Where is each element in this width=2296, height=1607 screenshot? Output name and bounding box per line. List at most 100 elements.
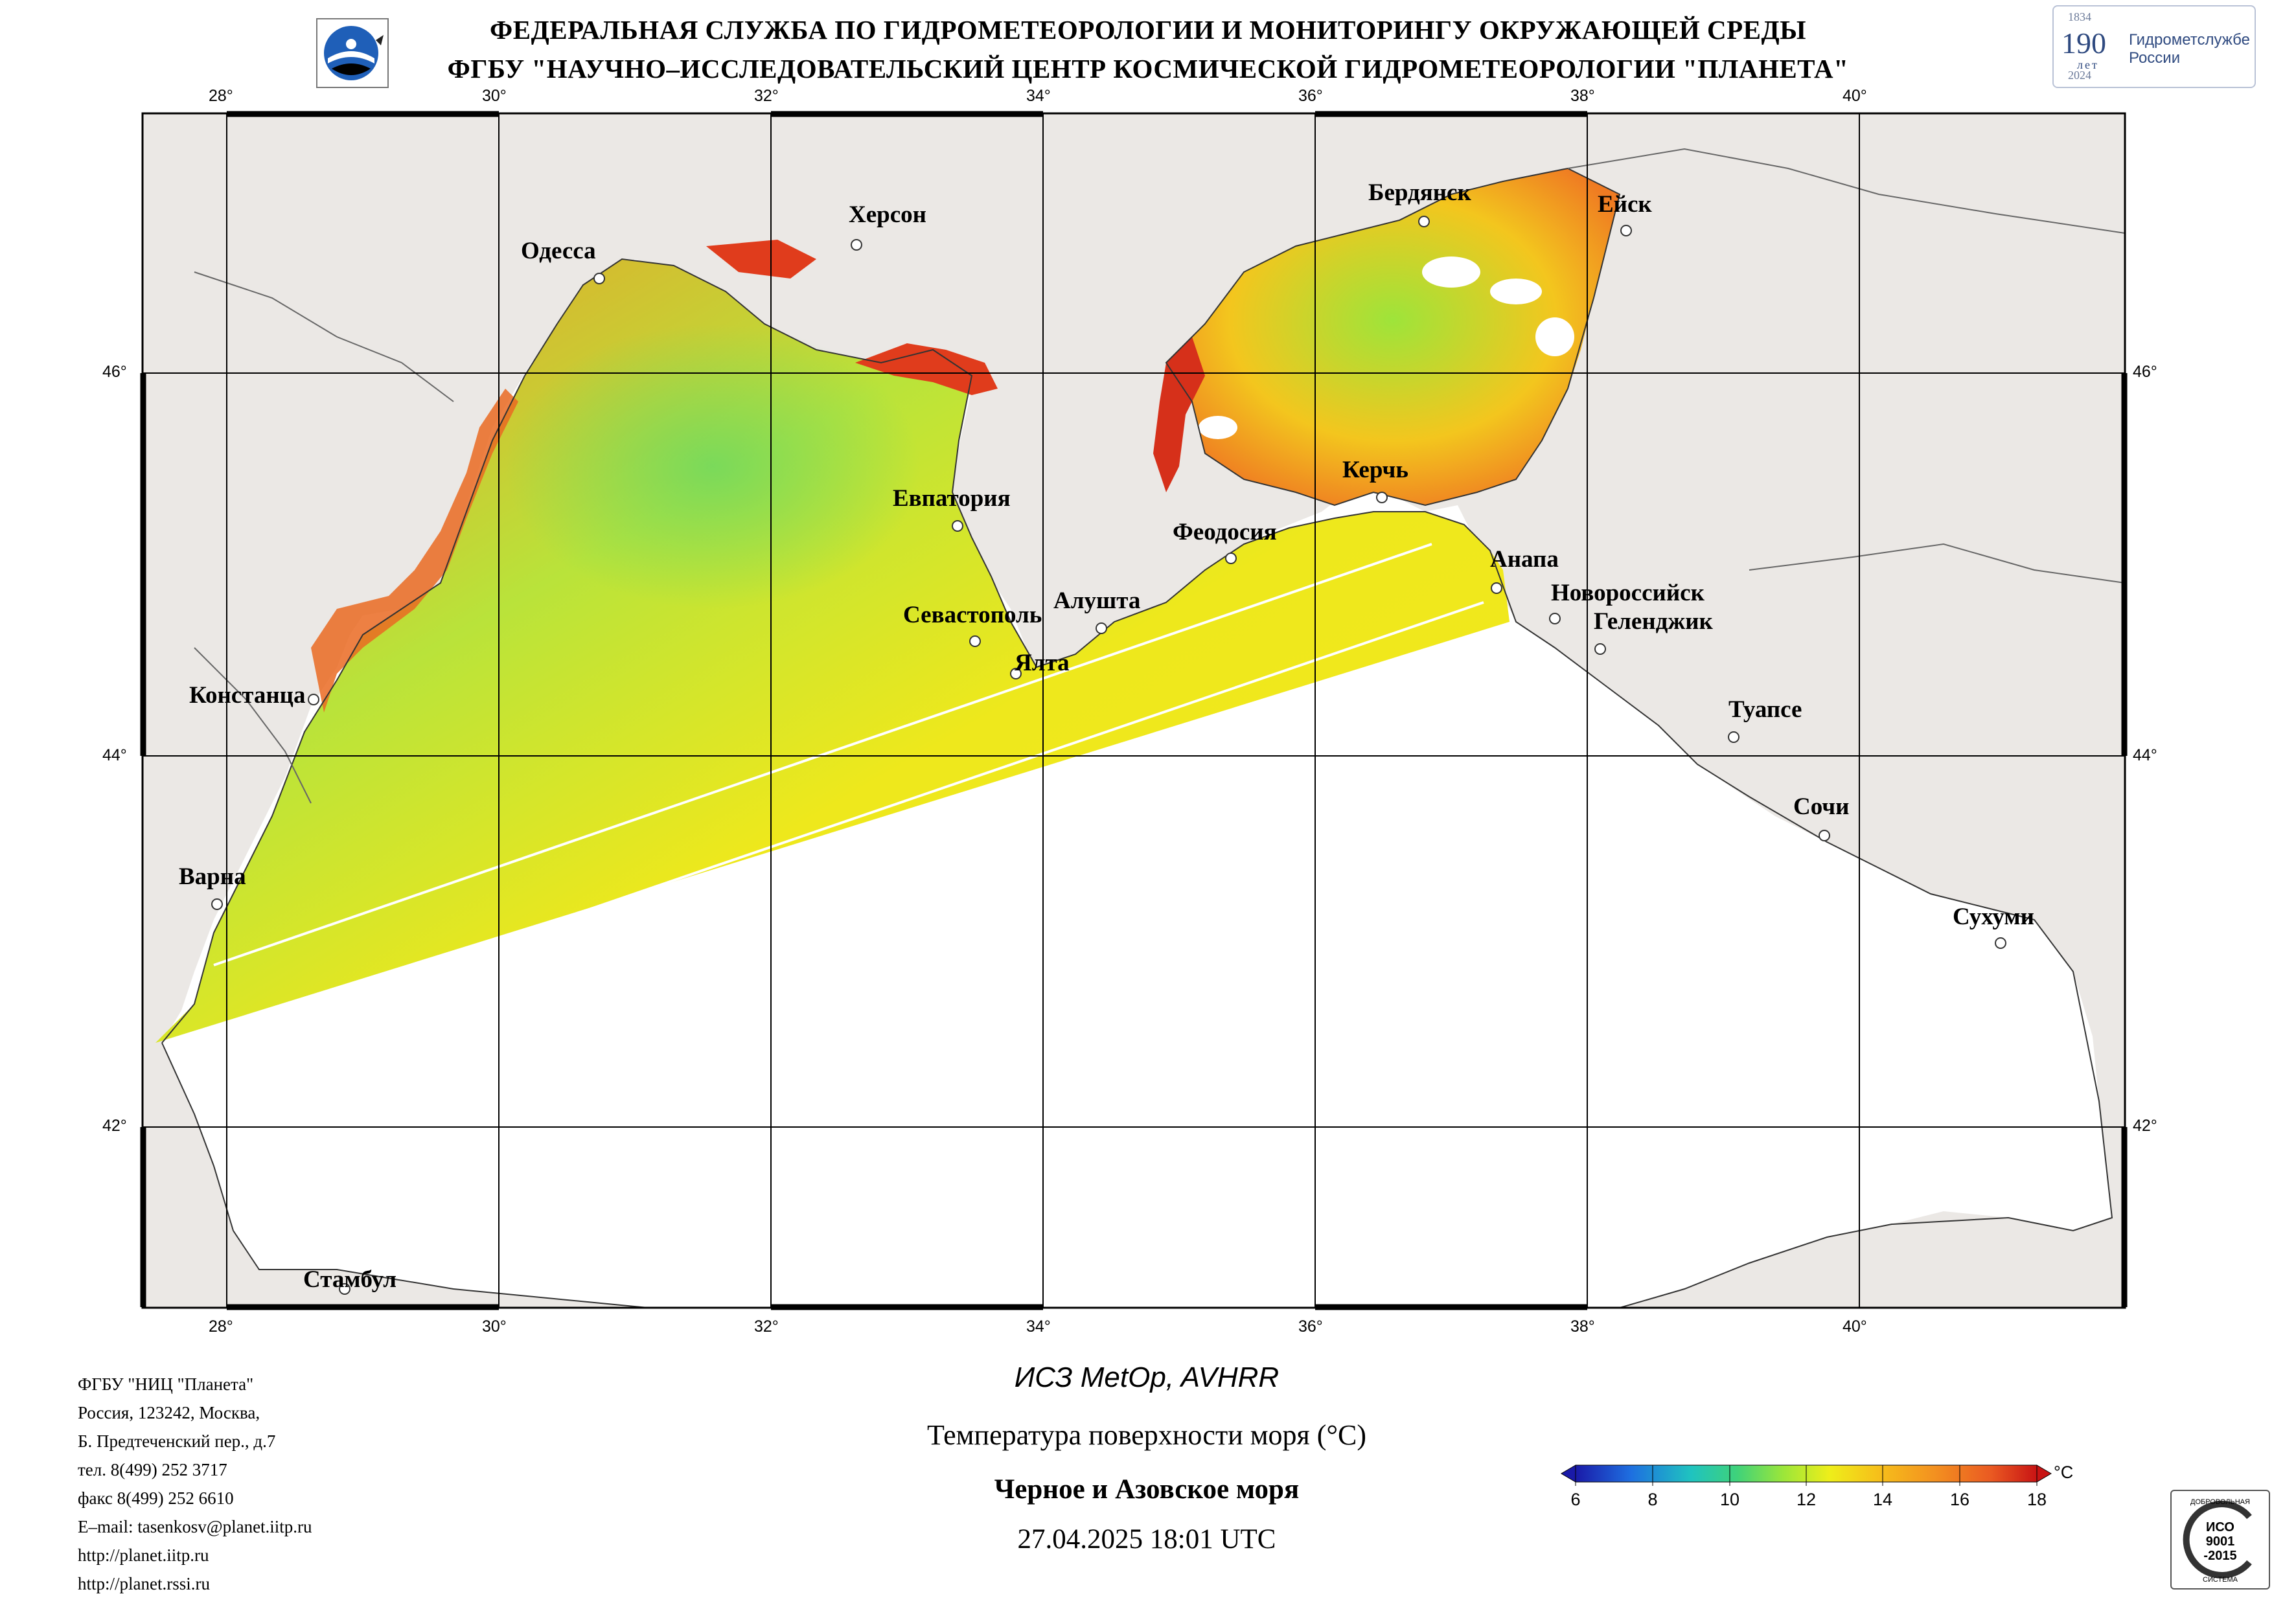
- city-label-gelendzhik: Геленджик: [1594, 608, 1713, 635]
- city-label-tuapse: Туапсе: [1728, 696, 1802, 723]
- info-fax: факс 8(499) 252 6610: [78, 1488, 234, 1508]
- colorbar-label: 12: [1796, 1490, 1817, 1509]
- city-label-sukhumi: Сухуми: [1953, 904, 2034, 930]
- parameter-caption: Температура поверхности моря (°C): [926, 1419, 1367, 1451]
- coastline: [161, 258, 2113, 1308]
- cloud-gap: [1199, 416, 1237, 439]
- lon-tick-bottom: 36°: [1298, 1317, 1323, 1336]
- lon-tick-top: 34°: [1026, 87, 1051, 105]
- sst-swath: [155, 259, 1510, 1043]
- colorbar-high-arrow: [2036, 1465, 2052, 1483]
- lat-tick-left: 44°: [102, 746, 127, 764]
- header-line-2: ФГБУ "НАУЧНО–ИССЛЕДОВАТЕЛЬСКИЙ ЦЕНТР КОС…: [447, 54, 1849, 84]
- city-label-evpatoria: Евпатория: [893, 485, 1011, 512]
- city-label-alushta: Алушта: [1053, 587, 1141, 614]
- anniversary-logo: 1834 190 лет 2024 Гидрометслужбе России: [2052, 5, 2256, 88]
- warm-dnieper: [706, 240, 816, 279]
- city-label-novorossiysk: Новороссийск: [1551, 580, 1705, 606]
- iso-badge-bottom: СИСТЕМА: [2203, 1576, 2238, 1584]
- nw-cool-patch: [505, 324, 920, 609]
- colorbar-label: 14: [1872, 1490, 1893, 1509]
- lon-tick-bottom: 40°: [1843, 1317, 1867, 1336]
- city-label-yeysk: Ейск: [1598, 191, 1652, 218]
- colorbar-label: 8: [1647, 1490, 1658, 1509]
- city-label-kherson: Херсон: [849, 201, 926, 228]
- info-phone: тел. 8(499) 252 3717: [78, 1460, 227, 1479]
- anniversary-text-line2: России: [2129, 49, 2181, 67]
- lat-tick-left: 46°: [102, 363, 127, 381]
- azov-sea: [1166, 168, 1620, 505]
- anniversary-year-end: 2024: [2068, 69, 2091, 82]
- frame-ticks: [140, 111, 2128, 1310]
- colorbar-label: 6: [1570, 1490, 1581, 1509]
- city-label-feodosia: Феодосия: [1173, 519, 1277, 545]
- warm-coast-west: [311, 389, 518, 712]
- anniversary-year-start: 1834: [2068, 10, 2091, 23]
- swath-gap-1: [213, 543, 1432, 966]
- warm-sivash: [1153, 337, 1205, 492]
- anniversary-text: Гидрометслужбе России: [2129, 31, 2250, 67]
- warm-coast-north: [855, 343, 998, 395]
- lon-tick-top: 32°: [754, 87, 779, 105]
- lon-tick-top: 38°: [1570, 87, 1595, 105]
- colorbar-label: 10: [1719, 1490, 1740, 1509]
- anniversary-text-line1: Гидрометслужбе: [2129, 31, 2250, 49]
- city-markers: [211, 216, 2006, 1295]
- city-label-berdyansk: Бердянск: [1368, 179, 1471, 206]
- colorbar: [1561, 1465, 2052, 1486]
- iso-certification-badge: ДОБРОВОЛЬНАЯ ИСО 9001 -2015 СИСТЕМА: [2170, 1490, 2270, 1590]
- city-label-sochi: Сочи: [1793, 793, 1850, 820]
- lat-tick-right: 42°: [2133, 1117, 2157, 1135]
- city-label-yalta: Ялта: [1015, 650, 1070, 676]
- lat-tick-right: 46°: [2133, 363, 2157, 381]
- satellite-caption: ИСЗ MetOp, AVHRR: [1014, 1362, 1280, 1393]
- info-country-city: Россия, 123242, Москва,: [78, 1403, 260, 1422]
- lat-tick-right: 44°: [2133, 746, 2157, 764]
- lon-tick-bottom: 32°: [754, 1317, 779, 1336]
- region-caption: Черное и Азовское моря: [994, 1474, 1300, 1505]
- lon-tick-bottom: 30°: [482, 1317, 507, 1336]
- anniversary-number: 190: [2061, 27, 2106, 60]
- info-org: ФГБУ "НИЦ "Планета": [78, 1374, 254, 1394]
- city-label-varna: Варна: [179, 863, 246, 890]
- lon-tick-top: 40°: [1843, 87, 1867, 105]
- info-url-2[interactable]: http://planet.rssi.ru: [78, 1574, 210, 1593]
- lon-tick-bottom: 34°: [1026, 1317, 1051, 1336]
- iso-badge-line3: -2015: [2203, 1549, 2236, 1563]
- info-street: Б. Предтеченский пер., д.7: [78, 1431, 276, 1451]
- graticule: [143, 113, 2125, 1308]
- city-label-constanta: Констанца: [189, 682, 306, 709]
- border-line: [194, 647, 312, 804]
- iso-badge-top: ДОБРОВОЛЬНАЯ: [2190, 1498, 2250, 1506]
- info-url-1[interactable]: http://planet.iitp.ru: [78, 1545, 209, 1565]
- lon-tick-top: 28°: [209, 87, 233, 105]
- header-line-1: ФЕДЕРАЛЬНАЯ СЛУЖБА ПО ГИДРОМЕТЕОРОЛОГИИ …: [490, 15, 1806, 45]
- datetime-caption: 27.04.2025 18:01 UTC: [1017, 1524, 1276, 1555]
- contact-info: ФГБУ "НИЦ "Планета" Россия, 123242, Моск…: [78, 1370, 312, 1598]
- cloud-gap: [1535, 317, 1574, 356]
- city-label-kerch: Керчь: [1342, 457, 1408, 483]
- lon-tick-bottom: 28°: [209, 1317, 233, 1336]
- iso-badge-line2: 9001: [2206, 1534, 2235, 1549]
- cloud-gap: [1422, 256, 1480, 288]
- lon-tick-top: 36°: [1298, 87, 1323, 105]
- city-label-istanbul: Стамбул: [303, 1266, 396, 1293]
- lon-tick-top: 30°: [482, 87, 507, 105]
- swath-gap-2: [181, 601, 1484, 1051]
- colorbar-label: 18: [2026, 1490, 2047, 1509]
- colorbar-label: 16: [1949, 1490, 1970, 1509]
- city-label-sevastopol: Севастополь: [903, 602, 1042, 628]
- border-line: [194, 271, 454, 402]
- info-email: E–mail: tasenkosv@planet.iitp.ru: [78, 1517, 312, 1536]
- lon-tick-bottom: 38°: [1570, 1317, 1595, 1336]
- iso-badge-line1: ИСО: [2206, 1520, 2234, 1534]
- cloud-gap: [1490, 279, 1542, 304]
- azov-coastline: [1165, 167, 1621, 507]
- lat-tick-left: 42°: [102, 1117, 127, 1135]
- roshydromet-logo: [316, 18, 389, 88]
- border-line: [1749, 543, 2125, 584]
- city-label-odessa: Одесса: [521, 238, 596, 264]
- city-label-anapa: Анапа: [1490, 546, 1559, 573]
- anniversary-unit: лет: [2077, 58, 2099, 71]
